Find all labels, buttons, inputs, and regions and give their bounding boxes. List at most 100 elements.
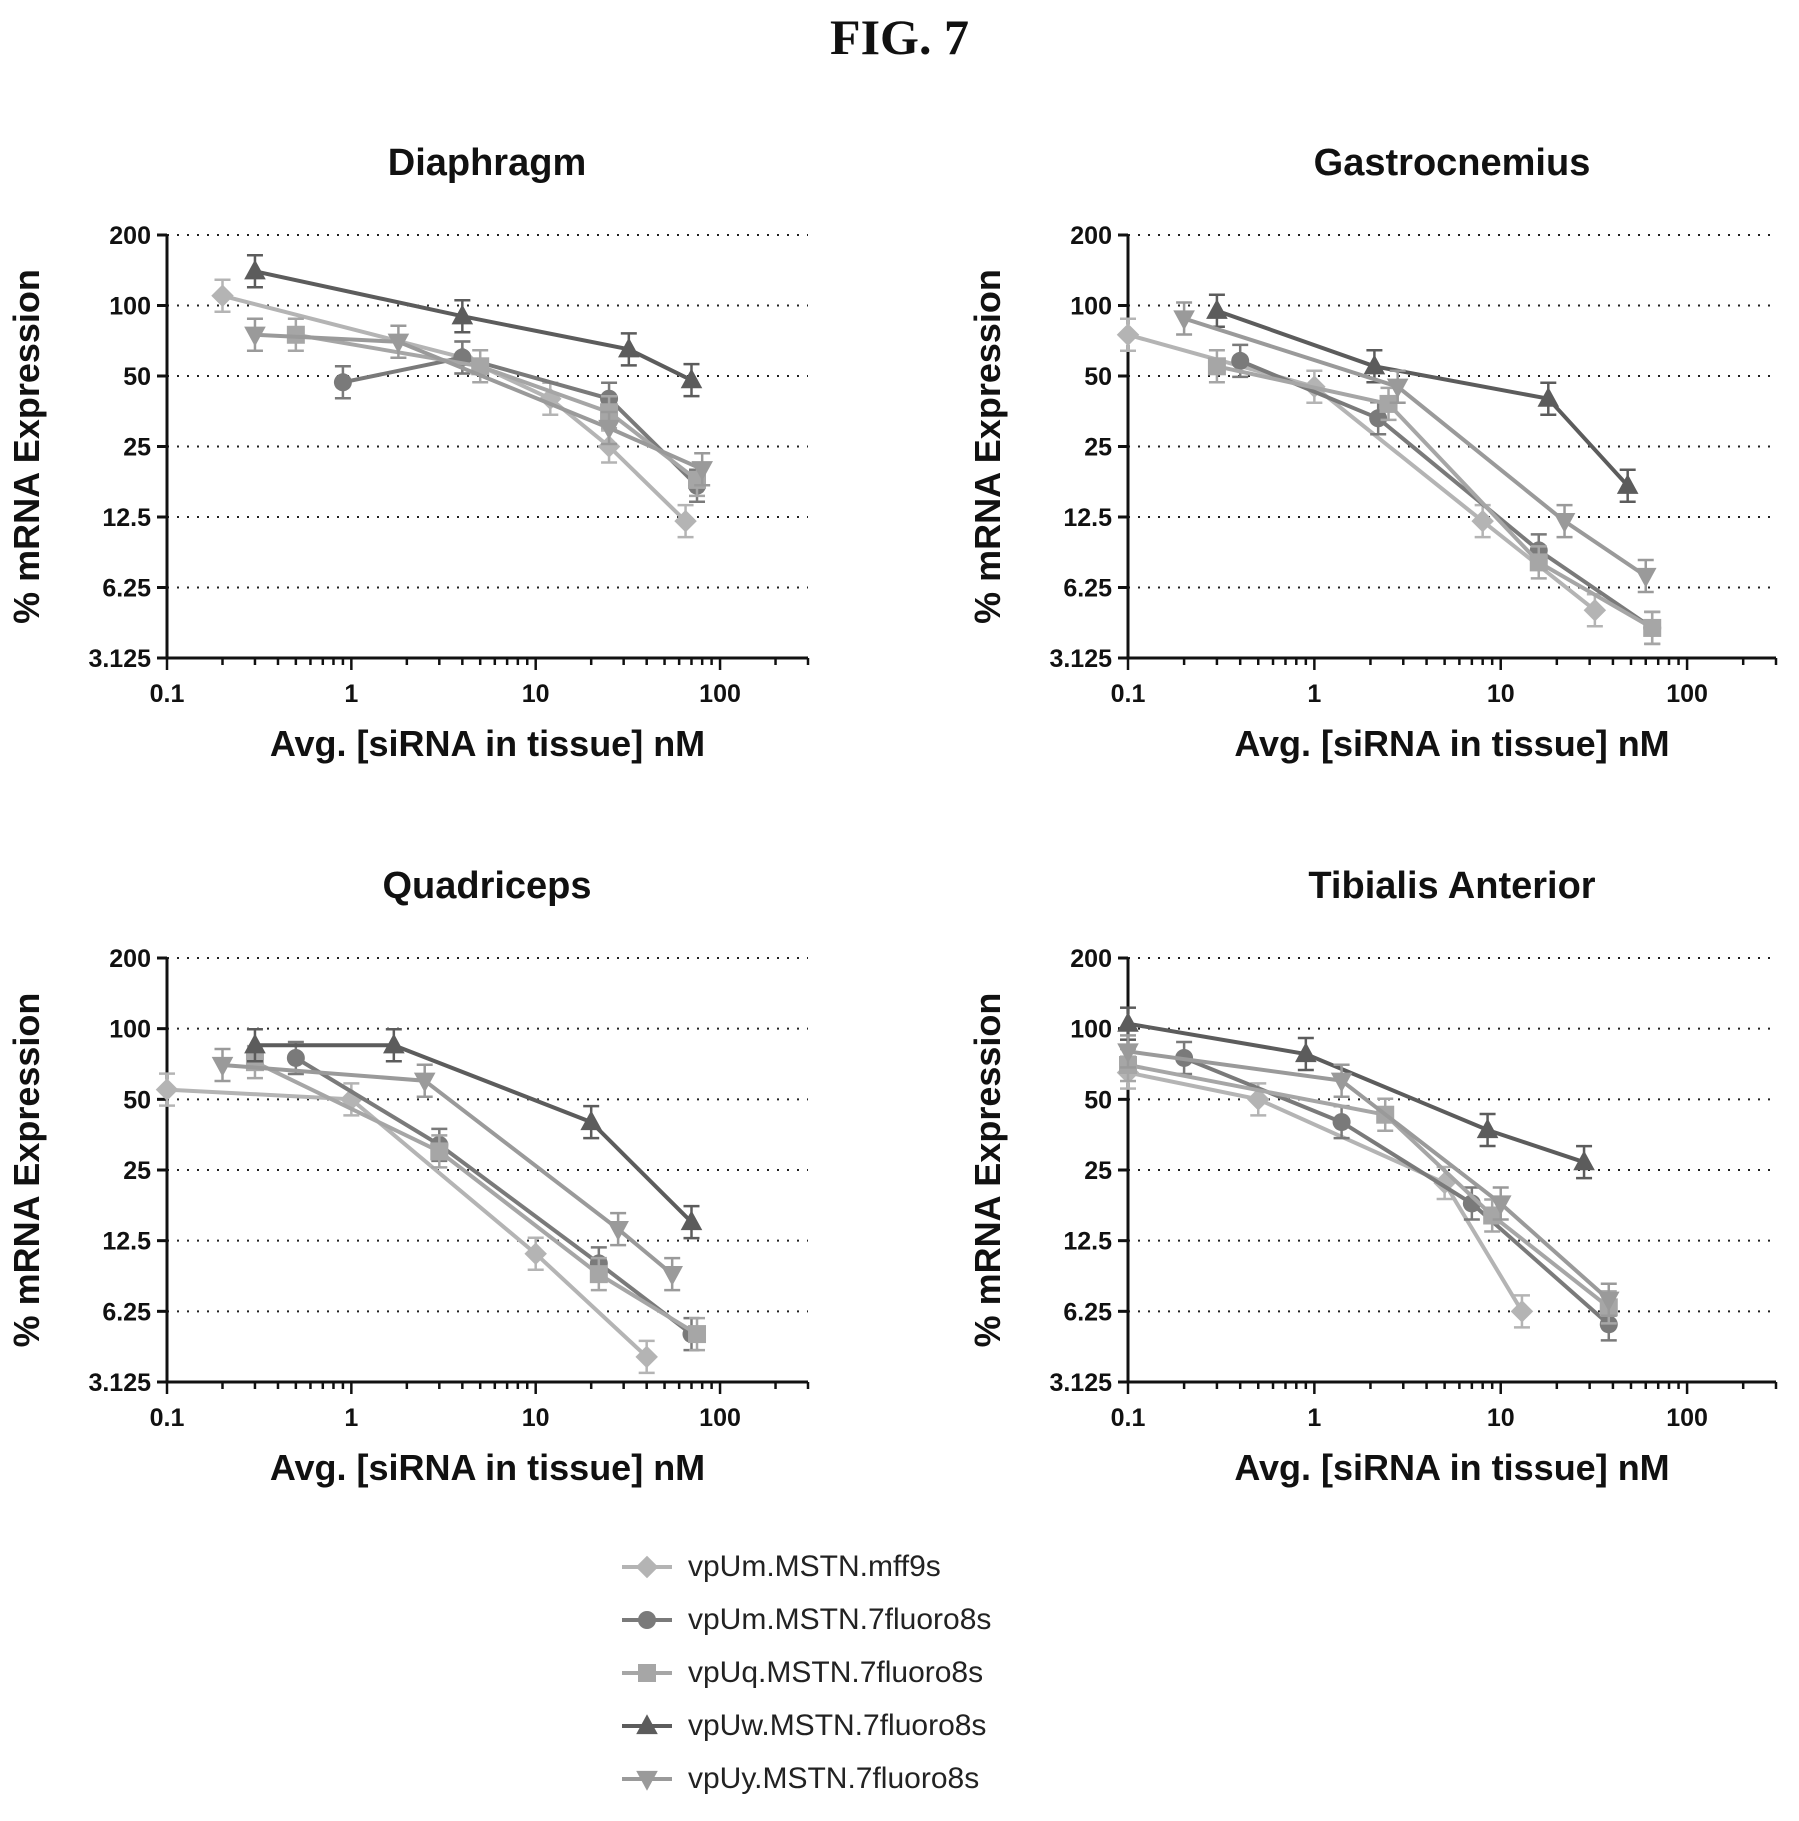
series-line <box>1127 1021 1585 1165</box>
x-tick-label: 100 <box>1666 1404 1708 1432</box>
x-tick-label: 0.1 <box>1111 680 1146 708</box>
x-axis-label: Avg. [siRNA in tissue] nM <box>270 1447 705 1488</box>
y-tick-label: 200 <box>109 945 151 973</box>
x-tick-label: 1 <box>1307 680 1321 708</box>
marker-triangle-up <box>244 259 266 280</box>
x-tick-label: 100 <box>1666 680 1708 708</box>
marker-triangle-up <box>1117 1011 1139 1032</box>
marker-triangle-down <box>387 333 410 354</box>
y-tick-label: 6.25 <box>102 1298 151 1326</box>
marker-square <box>1529 553 1548 572</box>
y-tick-label: 3.125 <box>1049 645 1112 673</box>
y-tick-label: 50 <box>123 363 151 391</box>
series-line <box>1239 359 1654 630</box>
legend-item: vpUw.MSTN.7fluoro8s <box>620 1699 991 1752</box>
marker-triangle-down <box>1489 1195 1512 1216</box>
y-tick-label: 3.125 <box>88 1369 151 1397</box>
x-axis-label: Avg. [siRNA in tissue] nM <box>1234 1447 1669 1488</box>
marker-triangle-up <box>1363 354 1386 375</box>
x-tick-label: 100 <box>699 1404 741 1432</box>
series-line <box>294 1056 693 1336</box>
marker-diamond <box>211 284 234 308</box>
marker-triangle-down <box>244 326 266 347</box>
x-tick-label: 10 <box>1487 680 1515 708</box>
marker-triangle-up <box>636 1713 658 1734</box>
series-line <box>1127 1070 1524 1313</box>
series-line <box>255 1043 693 1224</box>
marker-square <box>688 1325 707 1344</box>
x-tick-label: 0.1 <box>150 1404 185 1432</box>
x-tick-label: 0.1 <box>150 680 185 708</box>
marker-diamond <box>635 1345 658 1369</box>
x-axis-label: Avg. [siRNA in tissue] nM <box>270 723 705 764</box>
y-tick-label: 6.25 <box>1063 575 1112 603</box>
marker-triangle-up <box>680 368 703 389</box>
legend-label: vpUq.MSTN.7fluoro8s <box>688 1655 984 1689</box>
series-triangle-up <box>244 254 703 398</box>
y-tick-label: 50 <box>123 1086 151 1114</box>
series-line <box>254 269 693 382</box>
marker-diamond <box>1247 1088 1270 1111</box>
marker-circle <box>286 1048 305 1067</box>
y-tick-label: 100 <box>109 1016 151 1044</box>
marker-triangle-down <box>1330 1072 1353 1093</box>
marker-triangle-up <box>1573 1150 1595 1171</box>
marker-circle <box>1369 409 1388 428</box>
series-triangle-up <box>1206 293 1639 503</box>
marker-triangle-down <box>607 1221 629 1241</box>
y-tick-label: 100 <box>109 293 151 321</box>
series-diamond <box>211 278 697 539</box>
series-square <box>1207 349 1662 646</box>
y-axis-label: % mRNA Expression <box>6 269 47 624</box>
x-tick-label: 1 <box>344 680 358 708</box>
legend-item: vpUq.MSTN.7fluoro8s <box>620 1646 991 1699</box>
series-line <box>1127 1063 1611 1309</box>
marker-diamond <box>1583 598 1607 622</box>
marker-triangle-down <box>413 1072 436 1093</box>
y-tick-label: 100 <box>1070 1016 1112 1044</box>
y-tick-label: 3.125 <box>88 645 151 673</box>
series-diamond <box>155 1072 658 1375</box>
marker-square <box>471 357 490 376</box>
legend-marker <box>622 1770 672 1791</box>
series-line <box>1127 1049 1611 1302</box>
y-tick-label: 25 <box>1084 434 1112 462</box>
marker-triangle-up <box>1537 386 1560 407</box>
marker-diamond <box>674 509 697 533</box>
chart-title: Gastrocnemius <box>1314 142 1591 184</box>
y-axis-label: % mRNA Expression <box>967 269 1008 624</box>
series-triangle-up <box>244 1027 703 1240</box>
marker-square <box>1379 394 1398 413</box>
series-square <box>1119 1047 1618 1325</box>
y-tick-label: 200 <box>1070 222 1112 250</box>
marker-diamond <box>597 435 621 458</box>
chart-panel: Tibialis Anterior 3.125 6.25 12.5 25 50 100 200… <box>967 865 1778 1488</box>
series-line <box>1183 316 1647 578</box>
marker-square <box>1207 357 1226 376</box>
y-tick-label: 12.5 <box>1063 1228 1112 1256</box>
series-line <box>342 355 699 488</box>
marker-triangle-down <box>1553 513 1576 533</box>
y-tick-label: 25 <box>123 434 151 462</box>
x-tick-label: 100 <box>699 680 741 708</box>
series-circle <box>333 340 707 503</box>
marker-diamond <box>524 1242 547 1265</box>
legend-label: vpUw.MSTN.7fluoro8s <box>688 1708 987 1742</box>
x-axis-label: Avg. [siRNA in tissue] nM <box>1234 723 1669 764</box>
marker-triangle-down <box>1173 310 1195 331</box>
x-tick-label: 10 <box>522 1404 550 1432</box>
marker-triangle-down <box>661 1266 683 1286</box>
marker-triangle-up <box>680 1210 703 1231</box>
legend-label: vpUy.MSTN.7fluoro8s <box>688 1761 980 1795</box>
legend-label: vpUm.MSTN.7fluoro8s <box>688 1602 992 1636</box>
marker-square <box>286 325 305 344</box>
marker-triangle-up <box>451 304 474 325</box>
marker-square <box>589 1265 608 1284</box>
y-axis-label: % mRNA Expression <box>6 993 47 1348</box>
marker-triangle-down <box>1386 378 1409 399</box>
series-triangle-down <box>244 317 713 487</box>
y-tick-label: 12.5 <box>102 1228 151 1256</box>
x-tick-label: 0.1 <box>1111 1404 1146 1432</box>
marker-triangle-up <box>1476 1118 1499 1139</box>
y-tick-label: 25 <box>1084 1157 1112 1185</box>
